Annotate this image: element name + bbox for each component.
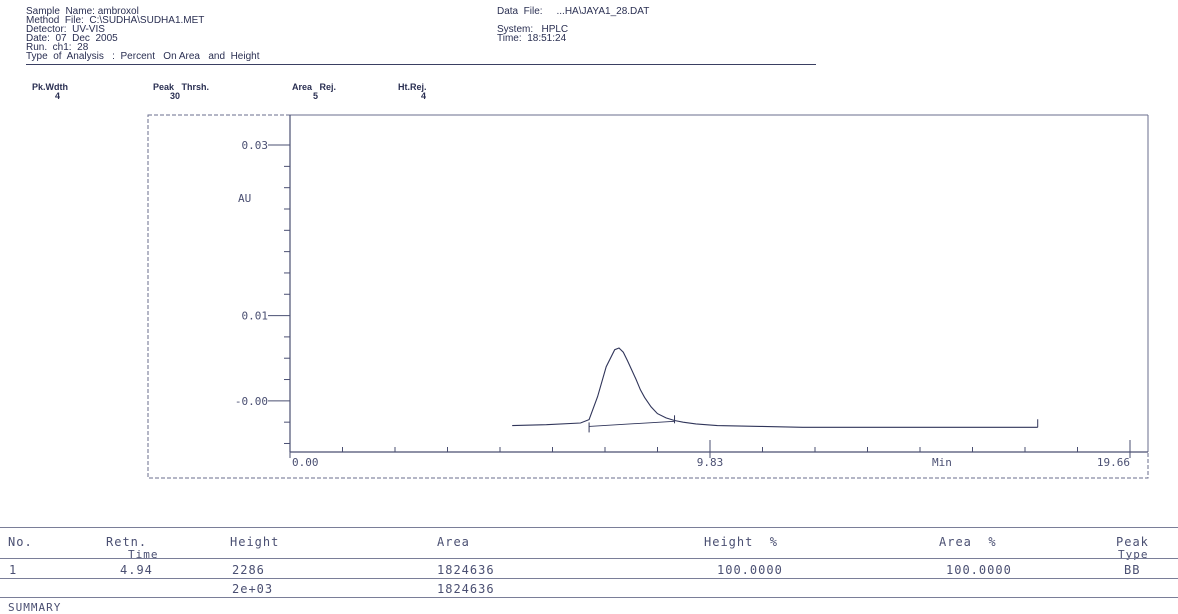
row-height: 2286 xyxy=(232,563,265,577)
analysis-value: : Percent On Area and Height xyxy=(112,51,260,62)
time-line: Time: 18:51:24 xyxy=(497,34,566,44)
data-file-value: ...HA\JAYA1_28.DAT xyxy=(556,6,650,17)
x-tick-label: 9.83 xyxy=(697,456,724,469)
row-height-pct: 100.0000 xyxy=(717,563,783,577)
analysis-line: Type of Analysis : Percent On Area and H… xyxy=(26,52,259,62)
col-peak-type-header-2: Type xyxy=(1118,548,1149,561)
table-header-rule-bottom xyxy=(0,558,1178,559)
method-file-value: C:\SUDHA\SUDHA1.MET xyxy=(89,15,205,26)
sample-name-value: ambroxol xyxy=(97,6,139,17)
y-tick-label: 0.01 xyxy=(242,310,269,323)
data-file-label: Data File: xyxy=(497,6,543,17)
area-rej-label: Area Rej. xyxy=(292,82,337,92)
row-area: 1824636 xyxy=(437,563,495,577)
detector-value: UV-VIS xyxy=(72,24,105,35)
x-tick-labels: 0.00 9.83 19.66 xyxy=(292,456,1130,469)
detector-label: Detector: xyxy=(26,24,67,35)
x-axis-label: Min xyxy=(932,456,952,469)
analysis-label: Type of Analysis xyxy=(26,51,104,62)
col-height-pct-header: Height % xyxy=(704,535,779,549)
data-file-line: Data File: ...HA\JAYA1_28.DAT xyxy=(497,7,649,17)
system-line: System: HPLC xyxy=(497,25,568,35)
date-label: Date: xyxy=(26,33,50,44)
col-no-header: No. xyxy=(8,535,33,549)
date-value: 07 Dec 2005 xyxy=(55,33,118,44)
summary-label: SUMMARY xyxy=(8,601,62,614)
signal-trace xyxy=(512,347,1038,428)
pk-wdth-label: Pk.Wdth xyxy=(32,82,68,92)
col-area-header: Area xyxy=(437,535,470,549)
col-peak-type-header-1: Peak xyxy=(1116,535,1149,549)
table-header-rule-top xyxy=(0,527,1178,528)
y-tick-label: -0.00 xyxy=(235,395,268,408)
sample-name-line: Sample Name: ambroxol xyxy=(26,7,139,17)
peak-thrsh-label: Peak Thrsh. xyxy=(153,82,210,92)
area-rej-value: 5 xyxy=(313,91,319,101)
ht-rej-label: Ht.Rej. xyxy=(398,82,427,92)
system-label: System: xyxy=(497,24,534,35)
col-retn-header-2: Time xyxy=(128,548,159,561)
sample-name-label: Sample Name: xyxy=(26,6,95,17)
header-rule xyxy=(26,64,816,65)
x-tick-label: 19.66 xyxy=(1097,456,1130,469)
y-axis-ticks xyxy=(268,144,290,444)
row-area-pct: 100.0000 xyxy=(946,563,1012,577)
integration-baseline xyxy=(589,420,675,427)
col-height-header: Height xyxy=(230,535,280,549)
row-retn-time: 4.94 xyxy=(120,563,153,577)
system-value: HPLC xyxy=(541,24,569,35)
col-retn-header-1: Retn. xyxy=(106,535,148,549)
method-file-line: Method File: C:\SUDHA\SUDHA1.MET xyxy=(26,16,204,26)
total-height: 2e+03 xyxy=(232,582,274,596)
run-line: Run. ch1: 28 xyxy=(26,43,88,53)
method-file-label: Method File: xyxy=(26,15,84,26)
table-row-rule xyxy=(0,578,1178,579)
peak-thrsh-value: 30 xyxy=(170,91,181,101)
x-axis-ticks xyxy=(289,440,1131,458)
detector-line: Detector: UV-VIS xyxy=(26,25,105,35)
x-tick-label: 0.00 xyxy=(292,456,319,469)
table-total-rule xyxy=(0,597,1178,598)
y-axis-label: AU xyxy=(238,192,251,205)
y-tick-label: 0.03 xyxy=(242,139,269,152)
total-area: 1824636 xyxy=(437,582,495,596)
date-line: Date: 07 Dec 2005 xyxy=(26,34,118,44)
row-peak-type: BB xyxy=(1124,563,1141,577)
y-tick-labels: 0.03 0.01 -0.00 xyxy=(235,139,268,408)
chart-outer-frame xyxy=(147,114,1149,479)
row-no: 1 xyxy=(9,563,18,577)
time-value: 18:51:24 xyxy=(527,33,567,44)
time-label: Time: xyxy=(497,33,522,44)
pk-wdth-value: 4 xyxy=(55,91,61,101)
col-area-pct-header: Area % xyxy=(939,535,997,549)
chromatogram-chart: AU Min 0.03 0.01 -0.00 0.00 9.83 19.66 xyxy=(147,114,1149,479)
run-label: Run. ch1: xyxy=(26,42,72,53)
run-value: 28 xyxy=(77,42,89,53)
ht-rej-value: 4 xyxy=(421,91,427,101)
